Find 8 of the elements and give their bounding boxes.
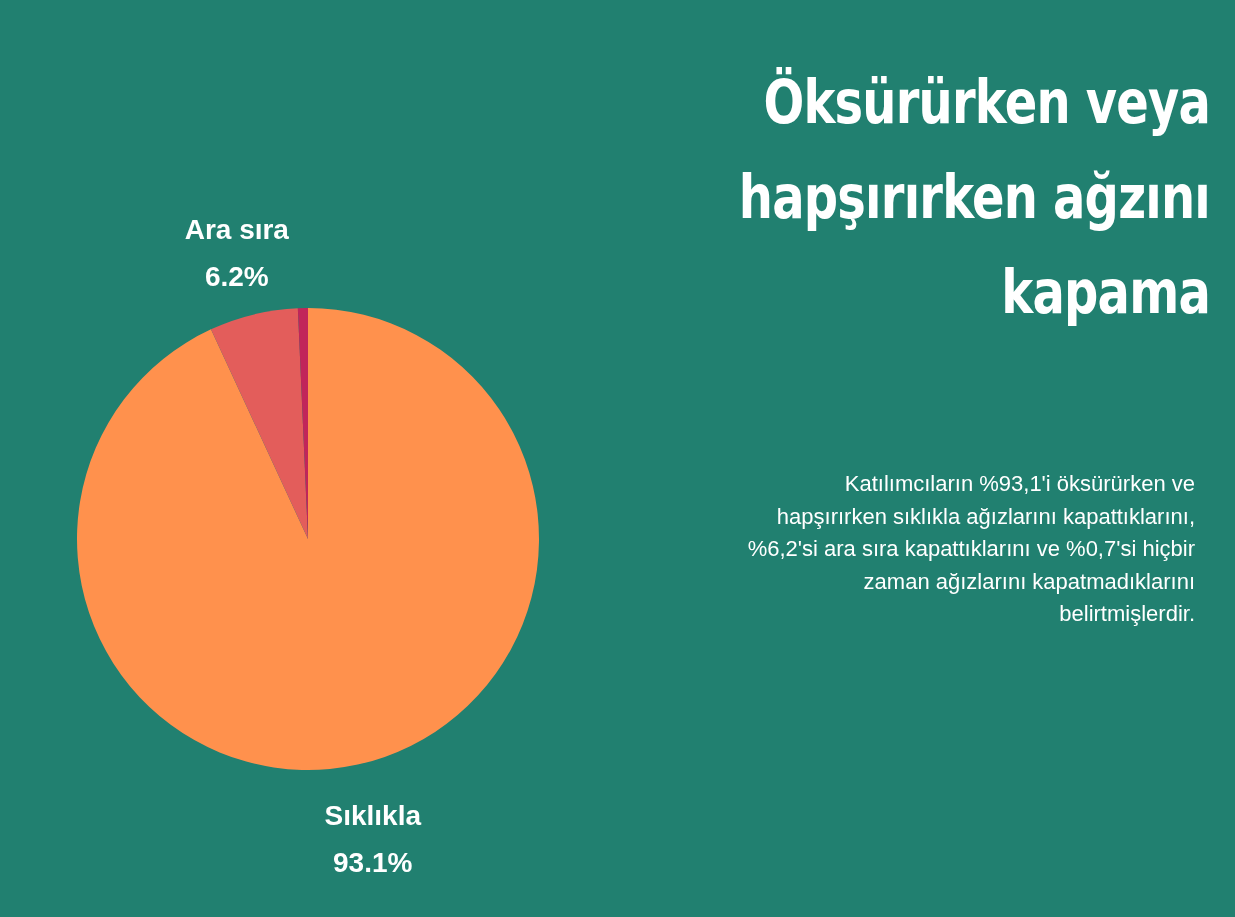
data-label: 93.1% — [333, 846, 413, 878]
slice-label: Sıklıkla — [324, 799, 422, 831]
text: Katılımcıların %93,1'i öksürürken ve hapşırırken sıklıkla ağızlarını kapattıklarını, %6,2'si ara sıra kapattıklarını ve %0,7'si hiçbir zaman ağızlarını kapatmadıklarını belirtmişlerdir. — [746, 470, 1195, 628]
slice-label: Ara sıra — [184, 213, 290, 245]
text: Öksürürken veya hapşırırken ağzını kapama — [737, 66, 1210, 329]
pie-slice — [77, 308, 539, 770]
data-label: 6.2% — [204, 260, 269, 292]
pie-slice — [210, 308, 308, 539]
